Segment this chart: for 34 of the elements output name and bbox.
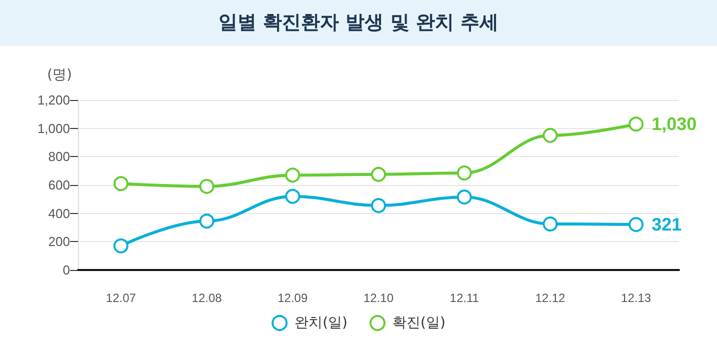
x-tick-label: 12.12 xyxy=(535,291,566,305)
point xyxy=(456,165,472,180)
point xyxy=(628,116,644,132)
y-tick-label: 600 xyxy=(48,178,70,192)
y-tick-label: 200 xyxy=(48,234,70,250)
x-tick-label: 12.10 xyxy=(363,291,394,305)
point xyxy=(371,198,386,214)
x-tick-label: 12.08 xyxy=(192,291,222,305)
y-tick-label: 0 xyxy=(62,262,70,278)
data-label: 321 xyxy=(652,214,682,235)
point xyxy=(113,238,128,254)
chart-title: 일별 확진환자 발생 및 완치 추세 xyxy=(218,12,499,34)
point xyxy=(113,176,128,192)
point xyxy=(542,128,558,143)
point xyxy=(456,190,472,205)
point xyxy=(199,178,214,194)
y-tick-label: 1,000 xyxy=(37,120,70,136)
point xyxy=(628,217,644,232)
x-tick-label: 12.09 xyxy=(278,291,308,305)
y-tick-label: 400 xyxy=(48,206,70,221)
legend-label: 완치(일) xyxy=(294,315,348,331)
y-axis-title: (명) xyxy=(47,67,72,83)
point xyxy=(199,214,214,229)
x-tick-label: 12.07 xyxy=(106,291,136,305)
y-tick-label: 1,200 xyxy=(37,92,70,108)
legend-label: 확진(일) xyxy=(392,315,446,331)
data-label: 1,030 xyxy=(652,114,697,134)
point xyxy=(542,216,558,232)
x-tick-label: 12.13 xyxy=(621,291,652,305)
point xyxy=(285,188,300,204)
point xyxy=(285,168,300,183)
x-tick-label: 12.11 xyxy=(450,291,480,305)
point xyxy=(371,166,386,182)
y-tick-label: 800 xyxy=(48,149,70,164)
